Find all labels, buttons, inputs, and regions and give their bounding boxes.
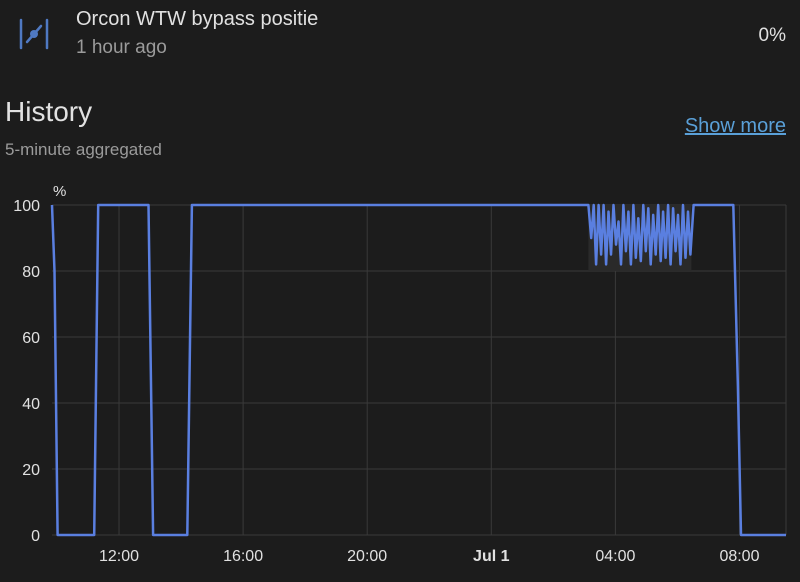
history-title: History [5, 96, 93, 127]
x-tick-label: 08:00 [719, 548, 759, 565]
history-subtitle: 5-minute aggregated [5, 140, 162, 159]
series-line[interactable] [50, 203, 786, 537]
entity-row[interactable]: Orcon WTW bypass positie 1 hour ago 0% [0, 0, 800, 70]
show-more-link[interactable]: Show more [684, 115, 786, 137]
x-tick-label: 04:00 [595, 548, 635, 565]
y-tick-label: 0 [31, 528, 40, 545]
y-tick-label: 40 [22, 396, 40, 413]
y-tick-label: 20 [22, 462, 40, 479]
y-unit-label: % [53, 183, 66, 200]
y-tick-label: 80 [22, 264, 40, 281]
x-tick-label: 20:00 [347, 548, 387, 565]
entity-state-value: 0% [758, 25, 786, 46]
history-chart[interactable]: 0 20 40 60 80 100 12:00 16:00 20:00 Jul 1 04:00 08:… [0, 170, 800, 582]
x-tick-label: Jul 1 [473, 548, 510, 565]
last-changed-time: 1 hour ago [76, 37, 167, 58]
valve-icon [14, 14, 54, 54]
entity-name: Orcon WTW bypass positie [76, 8, 319, 30]
x-tick-label: 16:00 [223, 548, 263, 565]
y-tick-label: 100 [13, 198, 40, 215]
x-tick-label: 12:00 [99, 548, 139, 565]
y-tick-label: 60 [22, 330, 40, 347]
